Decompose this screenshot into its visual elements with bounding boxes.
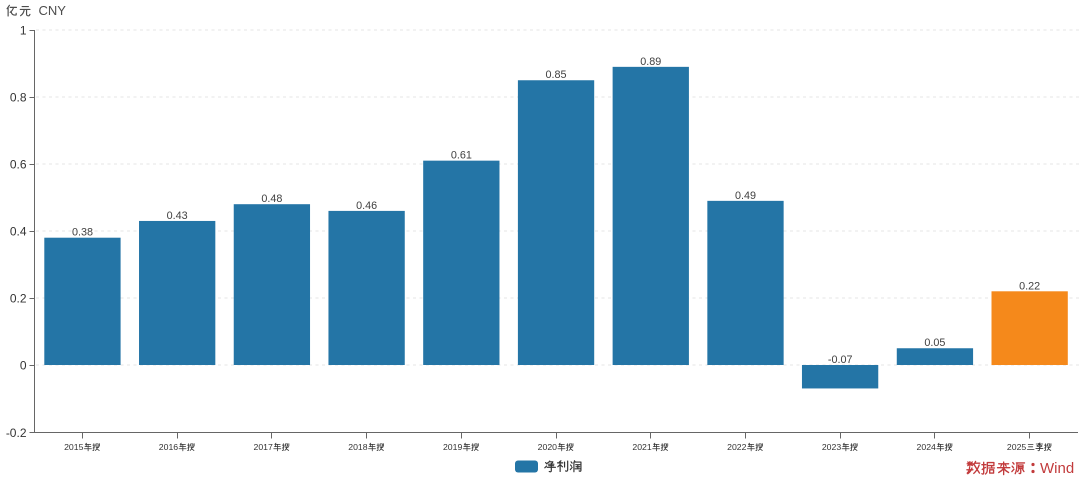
svg-text:0.4: 0.4 [10,224,27,238]
svg-text:0.48: 0.48 [261,193,282,205]
svg-text:-0.2: -0.2 [6,426,27,440]
svg-text:0.49: 0.49 [735,190,756,202]
svg-text:2023: 2023 [822,442,841,452]
svg-text:2018: 2018 [348,442,367,452]
svg-text:0.6: 0.6 [10,157,27,171]
svg-text:0.61: 0.61 [451,150,472,162]
svg-text:2017: 2017 [254,442,273,452]
svg-text:CNY: CNY [39,3,67,18]
svg-text:2020: 2020 [538,442,557,452]
svg-text:0.2: 0.2 [10,291,27,305]
svg-text:0.43: 0.43 [167,210,188,222]
svg-text:0.89: 0.89 [640,56,661,68]
svg-text:0.38: 0.38 [72,227,93,239]
svg-text:2022: 2022 [727,442,746,452]
svg-text:2024: 2024 [917,442,936,452]
svg-text:0.22: 0.22 [1019,280,1040,292]
svg-text:2019: 2019 [443,442,462,452]
svg-text:Wind: Wind [1040,460,1074,477]
svg-text:2016: 2016 [159,442,178,452]
svg-text:0: 0 [20,358,27,372]
svg-text:0.85: 0.85 [546,69,567,81]
svg-text:0.46: 0.46 [356,200,377,212]
svg-text:-0.07: -0.07 [828,354,853,366]
svg-text:2021: 2021 [632,442,651,452]
svg-text:2015: 2015 [64,442,83,452]
svg-text:1: 1 [20,23,27,37]
svg-text:0.05: 0.05 [924,337,945,349]
svg-text:2025: 2025 [1007,442,1026,452]
svg-text:0.8: 0.8 [10,90,27,104]
